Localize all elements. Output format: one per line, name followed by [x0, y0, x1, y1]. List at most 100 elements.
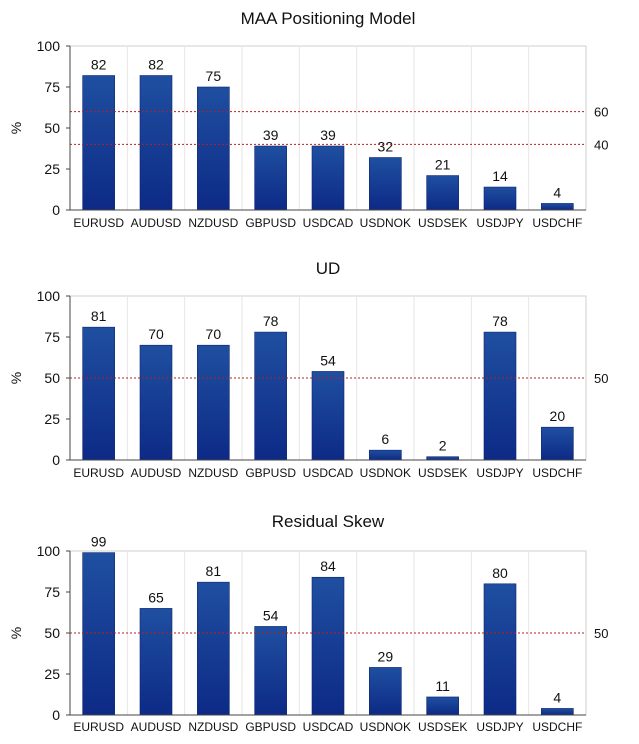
bar-value-label: 78 — [492, 313, 508, 329]
bar-usdsek — [426, 175, 459, 211]
category-label: USDSEK — [418, 720, 467, 734]
reference-line-label: 50 — [594, 626, 608, 641]
bar-value-label: 54 — [320, 352, 336, 368]
reference-line-label: 40 — [594, 137, 608, 152]
bar-usdjpy — [483, 583, 517, 716]
bar-usdnok — [369, 667, 402, 716]
category-label: AUDUSD — [131, 466, 182, 480]
category-label: EURUSD — [73, 466, 124, 480]
bar-audusd — [139, 608, 173, 716]
bar-usdchf — [541, 708, 574, 716]
category-label: NZDUSD — [188, 720, 238, 734]
bar-value-label: 39 — [263, 127, 279, 143]
bar-value-label: 81 — [91, 308, 107, 324]
y-tick-label: 25 — [44, 411, 60, 427]
category-label: USDJPY — [476, 216, 523, 230]
bar-value-label: 65 — [148, 589, 164, 605]
bar-value-label: 21 — [435, 157, 451, 173]
bar-gbpusd — [254, 331, 287, 461]
y-tick-label: 75 — [44, 584, 60, 600]
bar-usdchf — [541, 203, 574, 211]
bar-eurusd — [82, 552, 115, 716]
category-label: USDJPY — [476, 466, 523, 480]
category-label: NZDUSD — [188, 466, 238, 480]
category-label: USDNOK — [360, 466, 411, 480]
bar-audusd — [139, 75, 173, 211]
bar-value-label: 39 — [320, 127, 336, 143]
bar-value-label: 82 — [91, 57, 107, 73]
bar-value-label: 14 — [492, 168, 508, 184]
bar-gbpusd — [254, 145, 287, 211]
y-tick-label: 0 — [52, 707, 60, 723]
y-axis-label: % — [8, 372, 24, 384]
bar-usdcad — [311, 576, 345, 716]
y-axis-label: % — [8, 122, 24, 134]
bar-value-label: 2 — [439, 438, 447, 454]
category-label: USDNOK — [360, 216, 411, 230]
category-label: USDCHF — [532, 216, 582, 230]
bar-value-label: 82 — [148, 57, 164, 73]
category-label: USDSEK — [418, 466, 467, 480]
chart-panel-2: UD 0 25 50 75 100% 81 EURUSD 70 AUDUSD 70 NZDUSD 78 G… — [8, 259, 608, 480]
bar-value-label: 54 — [263, 607, 279, 623]
bar-value-label: 4 — [553, 689, 561, 705]
category-label: USDNOK — [360, 720, 411, 734]
bar-value-label: 6 — [381, 431, 389, 447]
category-label: EURUSD — [73, 720, 124, 734]
reference-line-label: 50 — [594, 371, 608, 386]
bar-usdcad — [311, 371, 345, 461]
y-tick-label: 50 — [44, 120, 60, 136]
y-tick-label: 75 — [44, 329, 60, 345]
bar-usdnok — [369, 449, 402, 461]
y-tick-label: 0 — [52, 202, 60, 218]
y-axis-label: % — [8, 627, 24, 639]
y-tick-label: 100 — [37, 288, 61, 304]
category-label: GBPUSD — [245, 216, 296, 230]
y-tick-label: 50 — [44, 625, 60, 641]
y-tick-label: 75 — [44, 79, 60, 95]
chart-title: UD — [316, 259, 341, 278]
chart-title: Residual Skew — [272, 512, 385, 531]
bar-value-label: 29 — [378, 648, 394, 664]
category-label: USDCAD — [303, 216, 354, 230]
category-label: GBPUSD — [245, 466, 296, 480]
category-label: USDCHF — [532, 720, 582, 734]
bar-value-label: 70 — [148, 326, 164, 342]
category-label: AUDUSD — [131, 216, 182, 230]
category-label: USDCHF — [532, 466, 582, 480]
category-label: USDSEK — [418, 216, 467, 230]
bar-value-label: 78 — [263, 313, 279, 329]
chart-panel-3: Residual Skew 0 25 50 75 100% 99 EURUSD 65 AUDUSD… — [8, 512, 608, 734]
bar-eurusd — [82, 326, 115, 461]
category-label: AUDUSD — [131, 720, 182, 734]
bar-value-label: 84 — [320, 558, 336, 574]
bar-gbpusd — [254, 626, 287, 716]
bar-eurusd — [82, 75, 115, 211]
reference-line-label: 60 — [594, 105, 608, 120]
y-tick-label: 50 — [44, 370, 60, 386]
y-tick-label: 25 — [44, 161, 60, 177]
bar-value-label: 75 — [206, 68, 222, 84]
category-label: USDCAD — [303, 466, 354, 480]
category-label: USDJPY — [476, 720, 523, 734]
bar-value-label: 70 — [206, 326, 222, 342]
chart-panel-1: MAA Positioning Model 0 25 50 75 100% 82 EURUSD… — [8, 9, 608, 230]
bar-value-label: 99 — [91, 534, 107, 550]
bar-usdnok — [369, 157, 402, 211]
category-label: NZDUSD — [188, 216, 238, 230]
bar-usdcad — [311, 145, 345, 211]
bar-nzdusd — [197, 86, 230, 211]
bar-nzdusd — [197, 581, 230, 716]
bar-usdsek — [426, 696, 459, 716]
bar-value-label: 80 — [492, 565, 508, 581]
bar-audusd — [139, 344, 173, 461]
chart-title: MAA Positioning Model — [241, 9, 416, 28]
bar-value-label: 11 — [435, 678, 450, 694]
bar-usdjpy — [483, 186, 517, 211]
category-label: GBPUSD — [245, 720, 296, 734]
bar-value-label: 32 — [378, 139, 394, 155]
bar-usdchf — [541, 426, 574, 461]
y-tick-label: 0 — [52, 452, 60, 468]
y-tick-label: 100 — [37, 543, 61, 559]
